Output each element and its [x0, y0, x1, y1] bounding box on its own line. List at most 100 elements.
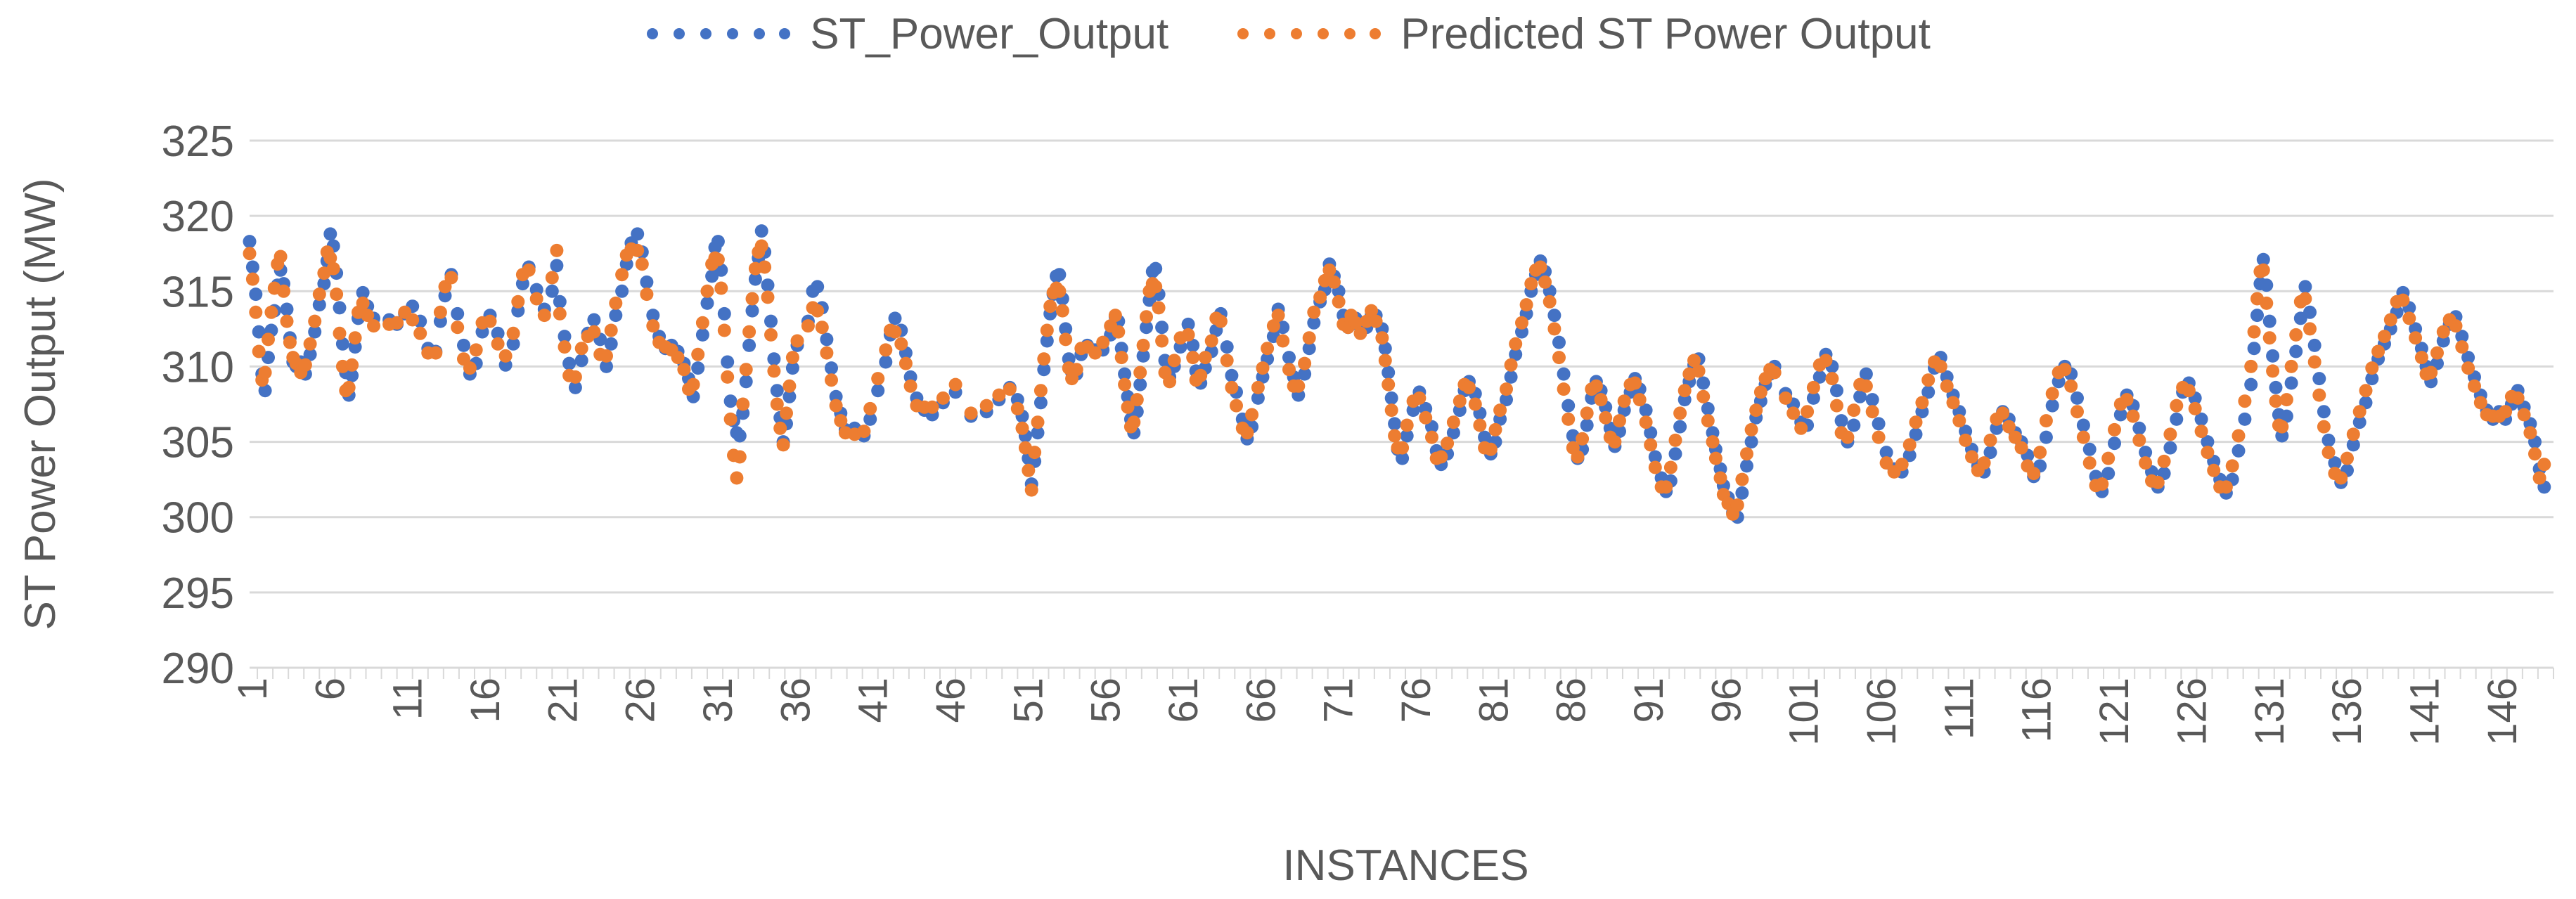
point-predicted-st-power-output [2298, 292, 2312, 306]
point-st-power-output [721, 355, 735, 369]
point-predicted-st-power-output [1059, 332, 1073, 347]
point-predicted-st-power-output [1052, 284, 1067, 298]
point-predicted-st-power-output [764, 328, 778, 342]
point-predicted-st-power-output [754, 239, 768, 253]
point-predicted-st-power-output [1515, 316, 1528, 330]
point-predicted-st-power-output [783, 379, 797, 393]
x-tick-label: 26 [618, 678, 664, 723]
point-predicted-st-power-output [1136, 338, 1150, 352]
point-predicted-st-power-output [2095, 477, 2109, 491]
point-predicted-st-power-output [1786, 406, 1801, 420]
point-predicted-st-power-output [2126, 409, 2140, 423]
point-predicted-st-power-output [1332, 295, 1346, 309]
point-st-power-output [1298, 367, 1312, 381]
point-predicted-st-power-output [2307, 355, 2321, 369]
point-predicted-st-power-output [1996, 406, 2010, 420]
point-st-power-output [640, 275, 654, 289]
point-predicted-st-power-output [1576, 432, 1590, 446]
x-tick-label: 21 [540, 678, 586, 723]
point-predicted-st-power-output [367, 319, 380, 333]
point-predicted-st-power-output [1895, 458, 1909, 472]
x-tick-label: 126 [2169, 678, 2215, 746]
point-predicted-st-power-output [1847, 403, 1861, 418]
point-predicted-st-power-output [1713, 471, 1727, 485]
point-predicted-st-power-output [1261, 342, 1275, 356]
point-predicted-st-power-output [1801, 405, 1815, 419]
point-predicted-st-power-output [1538, 275, 1552, 289]
point-st-power-output [1673, 420, 1687, 434]
point-st-power-output [2269, 380, 2283, 394]
x-tick-label: 36 [773, 678, 818, 723]
point-predicted-st-power-output [2365, 361, 2379, 375]
point-st-power-output [2279, 409, 2293, 423]
point-predicted-st-power-output [429, 346, 443, 360]
point-predicted-st-power-output [925, 400, 939, 414]
x-tick-label: 16 [463, 678, 508, 723]
point-st-power-output [1902, 448, 1917, 463]
point-predicted-st-power-output [1375, 331, 1389, 345]
point-predicted-st-power-output [1735, 472, 1749, 486]
y-tick-label: 305 [162, 419, 234, 467]
point-predicted-st-power-output [243, 247, 257, 261]
point-st-power-output [317, 277, 331, 291]
point-st-power-output [1701, 401, 1715, 415]
point-st-power-output [1879, 446, 1893, 460]
point-predicted-st-power-output [498, 349, 513, 363]
point-st-power-output [1282, 351, 1296, 365]
point-predicted-st-power-output [992, 388, 1006, 402]
point-predicted-st-power-output [2402, 311, 2416, 325]
point-predicted-st-power-output [2449, 319, 2463, 333]
point-st-power-output [2352, 415, 2366, 429]
point-predicted-st-power-output [695, 316, 709, 330]
point-st-power-output [1812, 370, 1827, 384]
point-st-power-output [2260, 278, 2274, 292]
point-predicted-st-power-output [342, 380, 356, 394]
point-st-power-output [245, 260, 259, 274]
y-tick-label: 310 [162, 343, 234, 392]
point-predicted-st-power-output [1040, 323, 1054, 337]
chart-legend: ST_Power_Output Predicted ST Power Outpu… [0, 6, 2576, 62]
point-predicted-st-power-output [1037, 352, 1051, 366]
point-st-power-output [1853, 389, 1867, 403]
point-predicted-st-power-output [1639, 415, 1653, 429]
point-st-power-output [1735, 486, 1749, 500]
point-predicted-st-power-output [1946, 396, 1960, 410]
point-predicted-st-power-output [1687, 354, 1701, 368]
point-predicted-st-power-output [1121, 400, 1135, 414]
x-tick-label: 6 [307, 678, 353, 700]
x-tick-label: 81 [1471, 678, 1516, 723]
point-predicted-st-power-output [1740, 447, 1753, 461]
point-predicted-st-power-output [2188, 401, 2202, 415]
point-predicted-st-power-output [801, 319, 815, 333]
point-predicted-st-power-output [356, 296, 370, 310]
point-predicted-st-power-output [1632, 393, 1647, 407]
point-predicted-st-power-output [1276, 334, 1290, 348]
point-predicted-st-power-output [1673, 406, 1687, 420]
point-predicted-st-power-output [2247, 325, 2261, 339]
point-predicted-st-power-output [1118, 377, 1132, 392]
point-predicted-st-power-output [770, 397, 784, 411]
point-st-power-output [1859, 367, 1873, 381]
point-predicted-st-power-output [1360, 314, 1374, 328]
point-predicted-st-power-output [736, 397, 750, 411]
point-predicted-st-power-output [333, 326, 347, 340]
point-predicted-st-power-output [1266, 319, 1280, 333]
point-predicted-st-power-output [1114, 351, 1128, 365]
point-predicted-st-power-output [1952, 414, 1966, 428]
point-predicted-st-power-output [2312, 388, 2326, 402]
point-predicted-st-power-output [733, 450, 747, 464]
point-predicted-st-power-output [2371, 344, 2385, 358]
point-st-power-output [2455, 330, 2469, 344]
point-predicted-st-power-output [1028, 446, 1042, 460]
point-predicted-st-power-output [252, 344, 266, 358]
point-st-power-output [888, 311, 902, 325]
point-st-power-output [871, 384, 885, 398]
point-predicted-st-power-output [2340, 451, 2354, 465]
point-predicted-st-power-output [1163, 375, 1177, 389]
point-st-power-output [252, 325, 266, 339]
point-predicted-st-power-output [1031, 415, 1045, 429]
point-predicted-st-power-output [1659, 480, 1673, 494]
point-predicted-st-power-output [1557, 382, 1571, 396]
point-st-power-output [335, 337, 349, 351]
legend-marker-st-power-output [647, 28, 791, 39]
